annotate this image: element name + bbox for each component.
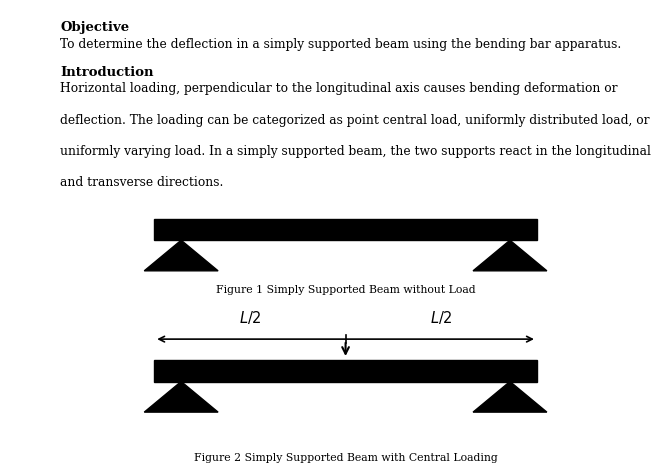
Polygon shape — [144, 382, 218, 412]
Bar — [154, 219, 537, 240]
Text: Figure 2 Simply Supported Beam with Central Loading: Figure 2 Simply Supported Beam with Cent… — [194, 453, 497, 463]
Text: $L/2$: $L/2$ — [239, 309, 261, 326]
Text: To determine the deflection in a simply supported beam using the bending bar app: To determine the deflection in a simply … — [60, 38, 621, 51]
Text: $L/2$: $L/2$ — [430, 309, 452, 326]
Text: and transverse directions.: and transverse directions. — [60, 176, 223, 189]
Text: Introduction: Introduction — [60, 66, 154, 79]
Bar — [154, 360, 537, 382]
Polygon shape — [144, 240, 218, 271]
Text: Figure 1 Simply Supported Beam without Load: Figure 1 Simply Supported Beam without L… — [216, 285, 475, 295]
Text: Horizontal loading, perpendicular to the longitudinal axis causes bending deform: Horizontal loading, perpendicular to the… — [60, 82, 618, 96]
Polygon shape — [473, 240, 547, 271]
Text: Objective: Objective — [60, 21, 130, 34]
Polygon shape — [473, 382, 547, 412]
Text: uniformly varying load. In a simply supported beam, the two supports react in th: uniformly varying load. In a simply supp… — [60, 145, 652, 158]
Text: deflection. The loading can be categorized as point central load, uniformly dist: deflection. The loading can be categoriz… — [60, 114, 650, 127]
